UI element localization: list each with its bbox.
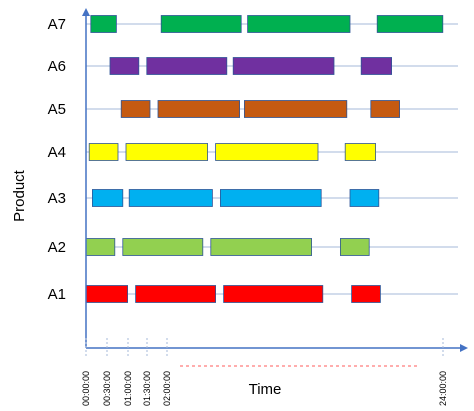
product-label-a2: A2	[48, 239, 66, 256]
x-axis-title: Time	[249, 381, 282, 398]
x-tick-label-4: 01:30:00	[142, 371, 152, 406]
bar-a4-4	[344, 143, 377, 161]
x-tick-label-6: 24:00:00	[438, 371, 448, 406]
bar-a3-1	[92, 189, 124, 207]
x-tick-label-1: 00:00:00	[81, 371, 91, 406]
x-tick-label-2: 00:30:00	[102, 371, 112, 406]
product-label-a1: A1	[48, 286, 66, 303]
product-label-a6: A6	[48, 58, 66, 75]
bar-a2-3	[210, 238, 313, 256]
bar-a7-4	[376, 15, 444, 33]
x-axis-arrow	[460, 344, 468, 352]
product-label-a5: A5	[48, 101, 66, 118]
bar-a6-1	[109, 57, 140, 75]
product-label-a4: A4	[48, 144, 66, 161]
bar-a6-3	[232, 57, 335, 75]
bar-a4-3	[215, 143, 319, 161]
bar-a5-1	[120, 100, 151, 118]
x-tick-label-3: 01:00:00	[123, 371, 133, 406]
bar-a5-4	[370, 100, 400, 118]
x-tick-label-5: 02:00:00	[162, 371, 172, 406]
bar-a7-2	[160, 15, 242, 33]
bar-a7-1	[90, 15, 117, 33]
bar-a2-2	[122, 238, 204, 256]
bar-a2-4	[339, 238, 370, 256]
bar-a6-4	[360, 57, 393, 75]
bar-a2-1	[85, 238, 116, 256]
bar-a3-3	[219, 189, 322, 207]
product-labels: A7 A6 A5 A4 A3 A2 A1	[48, 16, 66, 303]
product-label-a3: A3	[48, 190, 66, 207]
bar-a3-2	[128, 189, 213, 207]
y-axis-title: Product	[11, 169, 28, 222]
product-label-a7: A7	[48, 16, 66, 33]
bar-a6-2	[146, 57, 228, 75]
bar-a7-3	[247, 15, 351, 33]
time-ticks: 00:00:00 00:30:00 01:00:00 01:30:00 02:00:00…	[81, 338, 448, 406]
bar-a1-2	[135, 285, 217, 303]
bar-groups	[85, 15, 444, 303]
bar-a5-2	[157, 100, 240, 118]
bar-a5-3	[243, 100, 348, 118]
bar-a4-2	[125, 143, 208, 161]
y-axis-arrow	[82, 8, 90, 16]
bar-a3-4	[349, 189, 380, 207]
bar-a4-1	[88, 143, 119, 161]
bar-a1-3	[223, 285, 324, 303]
axes	[82, 8, 468, 367]
bar-a1-1	[85, 285, 128, 303]
bar-a1-4	[351, 285, 381, 303]
